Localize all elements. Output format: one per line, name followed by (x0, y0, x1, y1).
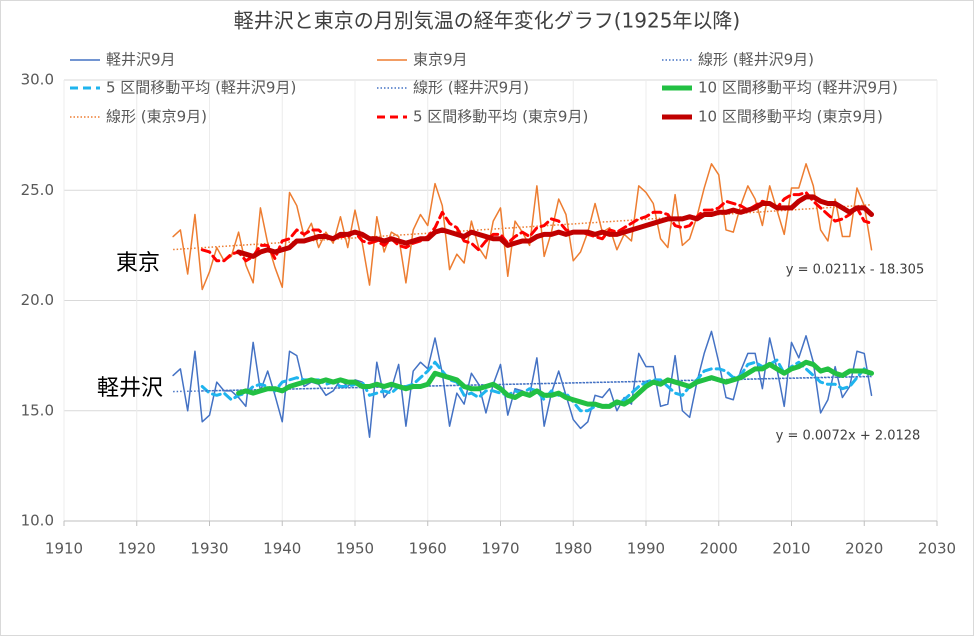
x-tick-label: 1950 (336, 540, 374, 558)
x-tick-label: 2020 (845, 540, 883, 558)
legend-label: 線形 (軽井沢9月) (413, 79, 529, 97)
legend-label: 5 区間移動平均 (軽井沢9月) (106, 79, 296, 97)
series-line (236, 194, 875, 259)
x-tick-label: 2030 (918, 540, 956, 558)
legend-label: 東京9月 (413, 51, 468, 69)
chart-title: 軽井沢と東京の月別気温の経年変化グラフ(1925年以降) (234, 9, 741, 33)
x-tick-label: 2010 (772, 540, 810, 558)
x-tick-label: 1930 (190, 540, 228, 558)
x-tick-label: 1990 (627, 540, 665, 558)
y-tick-label: 20.0 (21, 291, 54, 309)
series-line (236, 359, 875, 409)
series-line (173, 204, 872, 251)
series-annotation: 軽井沢 (97, 376, 163, 401)
series-line (202, 375, 872, 392)
series-annotation: 東京 (116, 251, 160, 276)
x-tick-label: 1970 (481, 540, 519, 558)
legend-label: 軽井沢9月 (106, 51, 176, 69)
y-tick-label: 10.0 (21, 512, 54, 530)
legend-label: 線形 (軽井沢9月) (698, 51, 814, 69)
legend-label: 5 区間移動平均 (東京9月) (413, 108, 588, 126)
x-tick-label: 1920 (118, 540, 156, 558)
trendline-equation: y = 0.0072x + 2.0128 (776, 429, 921, 444)
y-tick-label: 15.0 (21, 401, 54, 419)
legend-label: 線形 (東京9月) (106, 108, 207, 126)
series-line (200, 358, 874, 413)
legend-label: 10 区間移動平均 (軽井沢9月) (698, 79, 898, 97)
series-line (200, 190, 874, 263)
x-tick-label: 1980 (554, 540, 592, 558)
y-tick-label: 25.0 (21, 181, 54, 199)
y-tick-label: 30.0 (21, 71, 54, 89)
x-tick-label: 1940 (263, 540, 301, 558)
x-tick-label: 2000 (700, 540, 738, 558)
x-tick-label: 1910 (45, 540, 83, 558)
x-tick-label: 1960 (409, 540, 447, 558)
trendline-equation: y = 0.0211x - 18.305 (786, 263, 924, 278)
legend-label: 10 区間移動平均 (東京9月) (698, 108, 883, 126)
